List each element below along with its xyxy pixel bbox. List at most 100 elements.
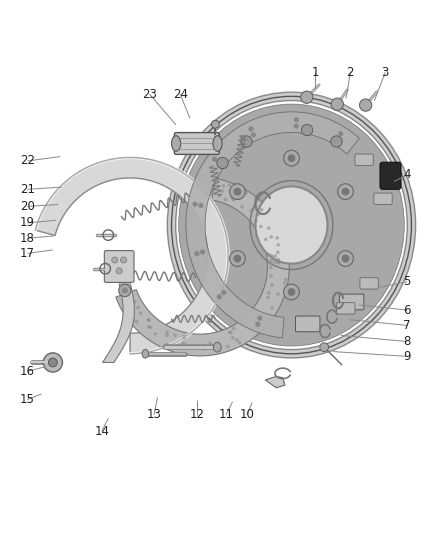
Circle shape [273,260,276,264]
Circle shape [254,321,260,327]
Circle shape [250,132,255,138]
Circle shape [266,227,270,230]
Circle shape [116,268,122,274]
Circle shape [263,238,267,241]
FancyBboxPatch shape [339,294,363,310]
Circle shape [216,294,222,300]
Circle shape [198,203,203,208]
Ellipse shape [142,350,148,358]
Circle shape [165,333,168,337]
Circle shape [283,284,299,300]
Text: 14: 14 [94,425,109,438]
Circle shape [259,208,263,212]
Text: 12: 12 [189,408,204,421]
Circle shape [223,198,226,201]
Circle shape [165,330,169,334]
Circle shape [300,91,312,103]
Circle shape [248,126,253,132]
Circle shape [233,188,241,196]
Text: 8: 8 [403,335,410,348]
Circle shape [118,285,131,296]
Circle shape [319,343,328,352]
Ellipse shape [255,187,327,264]
Circle shape [229,184,245,199]
Circle shape [359,99,371,111]
Circle shape [252,320,255,323]
Circle shape [211,120,219,128]
Text: 7: 7 [403,319,410,332]
Circle shape [330,136,341,147]
Circle shape [183,334,186,338]
Circle shape [330,98,343,110]
FancyBboxPatch shape [379,162,400,189]
Circle shape [138,311,142,315]
FancyBboxPatch shape [295,316,319,332]
Circle shape [221,290,226,295]
Circle shape [213,346,216,350]
Circle shape [136,306,140,309]
Circle shape [240,205,244,208]
Circle shape [231,198,235,201]
Circle shape [273,254,276,258]
Circle shape [120,257,126,263]
Circle shape [283,150,299,166]
Text: 24: 24 [172,88,187,101]
FancyBboxPatch shape [174,133,219,155]
Circle shape [269,262,273,266]
Ellipse shape [212,136,222,151]
Circle shape [229,251,245,266]
Circle shape [235,338,238,342]
Circle shape [255,312,259,316]
Circle shape [337,251,353,266]
FancyBboxPatch shape [354,154,372,165]
Circle shape [230,197,233,200]
Circle shape [193,345,197,349]
Circle shape [127,310,131,314]
Ellipse shape [171,136,180,151]
Circle shape [231,186,234,189]
Circle shape [221,184,225,188]
Circle shape [251,207,254,211]
Text: 1: 1 [311,66,318,79]
Circle shape [293,117,298,122]
Circle shape [249,209,252,213]
FancyBboxPatch shape [104,251,134,282]
Circle shape [240,136,251,147]
Circle shape [226,345,229,349]
Circle shape [167,345,171,348]
Text: 9: 9 [403,350,410,363]
Circle shape [147,318,150,322]
Text: 10: 10 [239,408,254,421]
Circle shape [244,191,247,195]
Circle shape [233,255,241,262]
FancyBboxPatch shape [359,278,378,289]
Circle shape [153,332,157,335]
Text: 6: 6 [403,304,410,317]
Circle shape [258,225,262,228]
Circle shape [269,259,272,262]
Circle shape [112,257,117,263]
Circle shape [134,320,138,324]
Circle shape [276,292,279,296]
Circle shape [216,157,228,168]
Circle shape [269,274,272,278]
Circle shape [256,213,260,216]
Text: 11: 11 [218,408,233,421]
Ellipse shape [178,104,403,346]
Circle shape [269,254,273,257]
Circle shape [287,288,295,296]
Circle shape [275,236,278,239]
Circle shape [282,281,286,285]
Circle shape [148,325,152,329]
Circle shape [334,136,339,142]
Circle shape [266,291,270,295]
Circle shape [199,249,205,255]
Circle shape [241,190,244,193]
Text: 3: 3 [381,66,388,79]
Text: 21: 21 [20,183,35,196]
Circle shape [216,160,221,166]
FancyBboxPatch shape [336,303,354,314]
Circle shape [268,266,272,270]
Circle shape [229,330,232,334]
Circle shape [276,243,279,247]
